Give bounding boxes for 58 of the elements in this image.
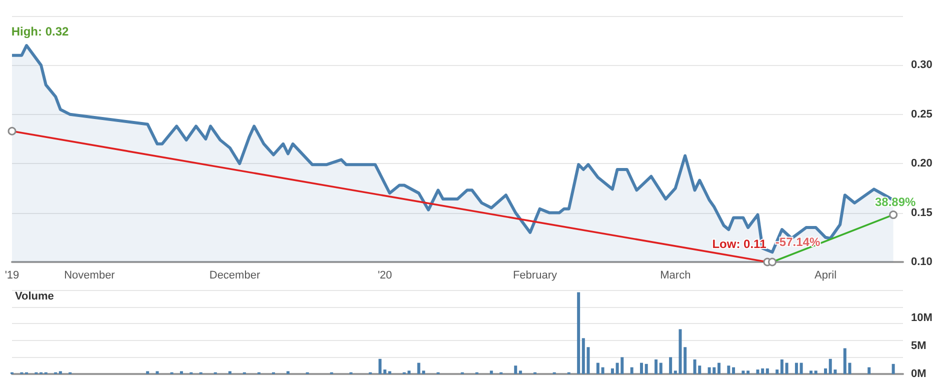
bar	[868, 367, 871, 374]
bar	[824, 368, 828, 374]
x-tick-label: April	[814, 270, 837, 282]
bar	[727, 366, 730, 374]
bar	[794, 362, 798, 374]
bar	[180, 371, 183, 374]
bar	[601, 367, 604, 374]
bar	[756, 370, 760, 374]
x-tick-label: March	[660, 270, 691, 282]
bar	[378, 358, 382, 374]
bar	[610, 368, 614, 374]
bar	[640, 362, 644, 374]
bar	[654, 359, 658, 374]
bar	[742, 370, 745, 374]
bar	[800, 362, 803, 374]
x-tick-label: February	[512, 270, 558, 282]
bar	[156, 371, 159, 374]
bar	[286, 371, 290, 374]
bar	[630, 367, 634, 374]
annotation: 38.89%	[874, 194, 916, 209]
bar	[761, 368, 764, 374]
bar	[228, 371, 232, 374]
bar	[490, 370, 493, 374]
x-tick-label: '20	[378, 270, 392, 282]
x-tick-label: November	[64, 270, 116, 282]
bar	[717, 362, 720, 374]
bar	[577, 292, 580, 374]
annotation: High: 0.32	[11, 24, 69, 39]
bar	[58, 371, 62, 374]
y-tick-label: 0.15	[911, 206, 932, 219]
bar	[746, 370, 750, 374]
bar	[408, 370, 411, 374]
x-tick-label: '19	[4, 270, 20, 282]
x-tick-label: December	[209, 270, 260, 282]
bar	[766, 368, 769, 374]
bar	[674, 370, 677, 374]
bar	[780, 359, 784, 374]
bar	[518, 370, 522, 374]
bar	[644, 364, 648, 374]
chart-title: Volume	[15, 290, 54, 302]
y-tick-label: 0.20	[911, 158, 932, 170]
y-tick-label: 5M	[911, 340, 926, 352]
bar	[596, 362, 600, 374]
bar	[659, 362, 662, 374]
bar	[669, 357, 672, 374]
y-tick-label: 0.30	[911, 59, 932, 72]
bar	[732, 367, 736, 374]
bar	[809, 370, 812, 374]
y-tick-label: 0M	[911, 368, 926, 380]
bar	[514, 366, 518, 374]
y-tick-label: 10M	[911, 312, 932, 324]
bar	[892, 364, 895, 374]
y-tick-label: 0.25	[911, 108, 932, 120]
bar	[776, 370, 779, 374]
bar	[785, 362, 788, 374]
bar	[814, 370, 818, 374]
y-tick-label: 0.10	[911, 256, 932, 268]
bar	[146, 371, 150, 374]
